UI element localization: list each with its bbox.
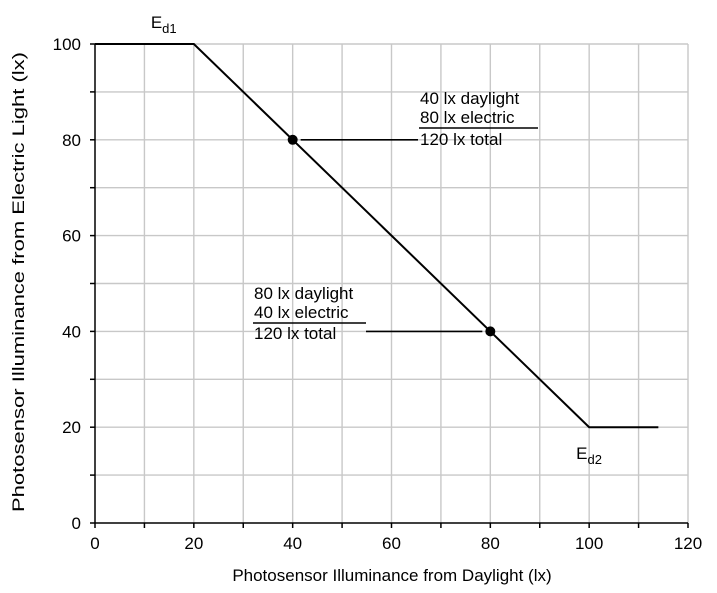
x-tick-label: 20 [184, 534, 203, 553]
annotation-1-line-2: 80 lx electric [420, 108, 515, 127]
x-tick-label: 100 [575, 534, 603, 553]
y-tick-label: 80 [62, 131, 81, 150]
x-tick-label: 80 [481, 534, 500, 553]
data-point-marker [287, 134, 298, 145]
x-tick-label: 60 [382, 534, 401, 553]
y-tick-label: 100 [53, 35, 81, 54]
axes: 0 20 40 60 80 100 120 0 20 40 60 80 100 [53, 35, 703, 553]
annotation-2-line-3: 120 lx total [254, 324, 336, 343]
point-label-subscript: d1 [162, 21, 176, 36]
y-tick-label: 20 [62, 418, 81, 437]
annotation-1-line-1: 40 lx daylight [420, 89, 520, 108]
x-tick-label: 120 [674, 534, 702, 553]
y-tick-label: 0 [72, 514, 81, 533]
annotations: 40 lx daylight 80 lx electric 120 lx tot… [253, 89, 538, 343]
x-tick-label: 40 [283, 534, 302, 553]
y-tick-label: 60 [62, 227, 81, 246]
series-line [95, 43, 659, 429]
y-axis-title: Photosensor Illuminance from Electric Li… [9, 52, 28, 512]
data-point-marker [485, 326, 496, 337]
annotation-2-line-1: 80 lx daylight [254, 284, 354, 303]
grid [95, 43, 689, 523]
y-tick-label: 40 [62, 322, 81, 341]
x-axis-title: Photosensor Illuminance from Daylight (l… [232, 566, 551, 585]
point-label: Ed1 [151, 13, 177, 36]
x-tick-label: 0 [90, 534, 99, 553]
titles: Photosensor Illuminance from Daylight (l… [9, 52, 552, 585]
annotation-1-line-3: 120 lx total [420, 130, 502, 149]
point-label-subscript: d2 [588, 452, 602, 467]
annotation-2-line-2: 40 lx electric [254, 303, 349, 322]
